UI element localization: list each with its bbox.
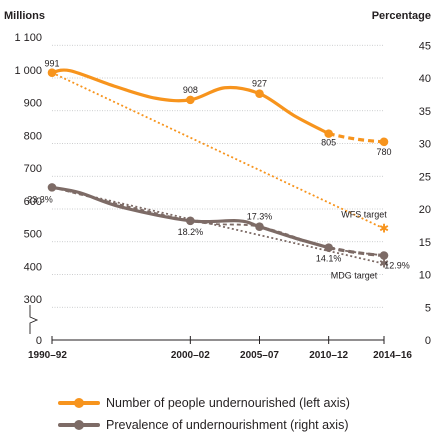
right-axis-ticks: 0 5 10 15 20 25 30 35 40 45 — [419, 40, 431, 347]
undernourished-projection — [328, 132, 385, 144]
prevalence-data-label: 18.2% — [178, 227, 204, 237]
target-label: MDG target — [331, 271, 378, 281]
target-line — [51, 186, 385, 265]
x-tick-label: 2005–07 — [240, 350, 279, 361]
right-tick-label: 10 — [419, 270, 431, 282]
prevalence-point — [47, 183, 57, 192]
right-tick-label: 20 — [419, 204, 431, 216]
legend-label-prevalence: Prevalence of undernourishment (right ax… — [106, 418, 349, 432]
right-tick-label: 45 — [419, 40, 431, 52]
prevalence-point — [186, 216, 195, 226]
right-tick-label: 0 — [425, 335, 431, 347]
right-tick-label: 5 — [425, 302, 431, 314]
left-tick-label: 900 — [24, 98, 42, 110]
prevalence-data-label: 12.9% — [384, 261, 410, 271]
undernourished-point — [47, 68, 57, 77]
left-tick-label: 500 — [24, 229, 42, 241]
target-line — [51, 71, 385, 230]
axis-break-marker — [29, 305, 39, 334]
left-tick-label: 1 100 — [14, 32, 42, 44]
undernourished-data-label: 908 — [183, 85, 198, 95]
undernourished-data-label: 780 — [376, 147, 391, 157]
left-tick-label: 700 — [24, 163, 42, 175]
target-marker: ✱ — [379, 257, 389, 271]
prevalence-point — [324, 243, 333, 252]
x-axis: 1990–92 2000–02 2005–07 2010–12 2014–16 — [28, 305, 412, 361]
prevalence-point — [255, 222, 264, 231]
right-tick-label: 40 — [419, 73, 431, 85]
legend-item-undernourished: Number of people undernourished (left ax… — [58, 392, 428, 414]
undernourished-data-label: 991 — [44, 59, 59, 69]
undernourished-point — [379, 137, 389, 147]
data-labels: 991 908 927 805 780 23.3% 18.2% 17.3% 14.1% 12.9% — [27, 59, 410, 271]
right-tick-label: 25 — [419, 171, 431, 183]
legend-item-prevalence: Prevalence of undernourishment (right ax… — [58, 414, 428, 436]
x-tick-label: 2000–02 — [171, 350, 210, 361]
left-tick-label: 800 — [24, 130, 42, 142]
prevalence-data-label: 14.1% — [316, 254, 342, 264]
left-axis-title: Millions — [4, 10, 45, 22]
target-label: WFS target — [341, 210, 387, 220]
target-marker: ✱ — [379, 222, 389, 236]
prevalence-line — [50, 185, 331, 250]
prevalence-data-label: 23.3% — [27, 194, 53, 204]
undernourished-point — [255, 89, 264, 98]
prevalence-data-label: 17.3% — [247, 212, 273, 222]
right-tick-label: 35 — [419, 106, 431, 118]
undernourished-point — [186, 95, 195, 105]
left-tick-label: 300 — [24, 294, 42, 306]
gridlines — [52, 44, 384, 308]
right-tick-label: 30 — [419, 139, 431, 151]
prevalence-point — [379, 251, 389, 260]
left-tick-label: 1 000 — [14, 65, 42, 77]
legend-swatch-brown — [58, 420, 100, 430]
left-axis-ticks: 0 300 400 500 600 700 800 900 1 000 1 100 — [14, 32, 42, 347]
x-tick-label: 2010–12 — [309, 350, 348, 361]
x-tick-label: 1990–92 — [28, 350, 67, 361]
right-axis-title: Percentage — [372, 10, 431, 22]
undernourished-data-label: 927 — [252, 79, 267, 89]
left-tick-label: 600 — [24, 196, 42, 208]
legend-swatch-orange — [58, 398, 100, 408]
x-tick-label: 2014–16 — [373, 350, 412, 361]
undernourished-data-label: 805 — [321, 138, 336, 148]
right-tick-label: 15 — [419, 237, 431, 249]
legend: Number of people undernourished (left ax… — [58, 392, 428, 436]
data-series — [47, 68, 389, 260]
left-tick-label: 400 — [24, 261, 42, 273]
left-tick-label: 0 — [36, 335, 42, 347]
prevalence-projection — [328, 246, 385, 258]
undernourished-point — [324, 129, 333, 138]
legend-label-undernourished: Number of people undernourished (left ax… — [106, 396, 350, 410]
